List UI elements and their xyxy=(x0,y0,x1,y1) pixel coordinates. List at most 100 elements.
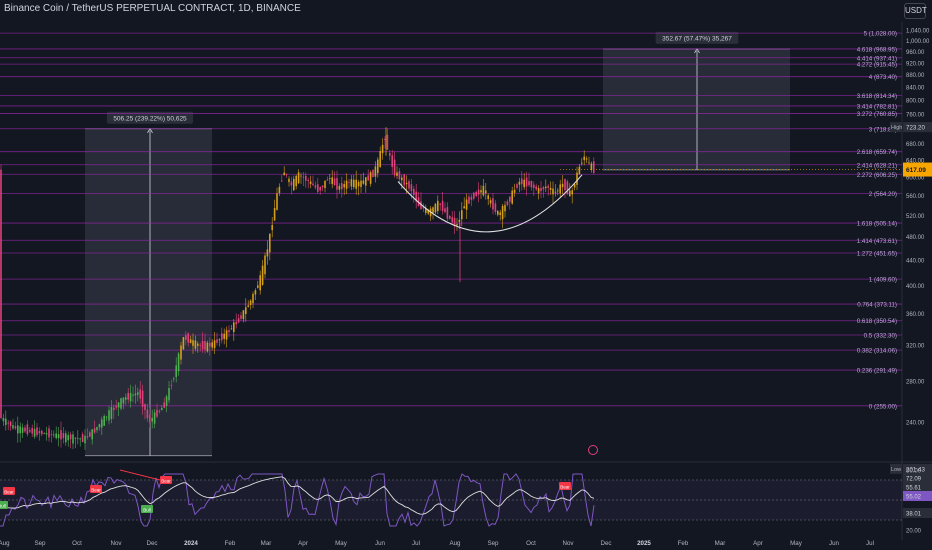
candle-body xyxy=(141,390,144,407)
candle-body xyxy=(101,419,103,428)
candle-body xyxy=(384,139,386,141)
x-tick-label: Feb xyxy=(225,540,236,547)
candle-body xyxy=(441,200,444,211)
fib-label: 5 (1,028.00) xyxy=(864,31,897,38)
candle-body xyxy=(237,318,240,323)
measure-label: 352.67 (57.47%) 35,267 xyxy=(662,35,732,42)
candle-body xyxy=(494,203,497,213)
rsi-value-tag xyxy=(903,491,932,501)
fib-label: 0 (255.00) xyxy=(869,403,897,410)
candle-body xyxy=(326,179,329,181)
rsi-signal-label: Bear xyxy=(91,487,101,492)
fib-label: 4.618 (968.95) xyxy=(857,46,897,53)
x-tick-label: Feb xyxy=(678,540,689,547)
candle-body xyxy=(348,181,350,183)
candle-body xyxy=(247,305,249,307)
candle-body xyxy=(26,424,29,435)
candle-body xyxy=(113,407,115,410)
candle-body xyxy=(449,215,451,219)
rsi-signal-badge xyxy=(3,487,15,495)
candle-body xyxy=(9,421,12,427)
candle-body xyxy=(206,342,209,352)
x-tick-label: Sep xyxy=(487,540,499,547)
candle-body xyxy=(245,307,247,314)
candle-body xyxy=(120,398,122,409)
measure-label-bg xyxy=(106,111,194,124)
candle-body xyxy=(571,190,573,195)
candle-body xyxy=(468,196,470,204)
candle-body xyxy=(233,322,235,333)
fib-label: 3.414 (782.81) xyxy=(857,103,897,110)
candle-body xyxy=(31,427,33,434)
low-tag-label-bg xyxy=(890,463,902,474)
candle-body xyxy=(324,180,326,189)
rsi-value-label: 72.09 xyxy=(906,477,922,483)
high-tag-label: High xyxy=(891,125,902,131)
candle-body xyxy=(437,200,439,212)
fib-label: 0.236 (291.49) xyxy=(857,368,897,375)
candle-body xyxy=(537,188,540,194)
candle-body xyxy=(151,417,153,422)
candle-body xyxy=(427,210,429,214)
candle-body xyxy=(182,337,185,350)
rsi-signal-label: Bear xyxy=(161,478,171,483)
x-tick-label: Dec xyxy=(600,540,611,547)
x-tick-label: Jun xyxy=(375,540,386,547)
x-tick-label: Oct xyxy=(526,540,536,547)
rsi-signal-badge xyxy=(160,476,172,484)
candle-body xyxy=(216,339,218,343)
x-tick-label: Mar xyxy=(715,540,726,547)
candle-body xyxy=(333,178,336,186)
candle-body xyxy=(5,418,7,425)
candle-body xyxy=(585,158,588,160)
candle-body xyxy=(230,328,233,330)
rsi-signal-badge xyxy=(559,482,571,490)
candle-body xyxy=(521,178,523,185)
fib-label: 0.764 (373.11) xyxy=(857,302,897,309)
fib-label: 2.414 (628.21) xyxy=(857,162,897,169)
price-tick-label: 640.00 xyxy=(906,158,925,164)
rsi-signal-badge xyxy=(90,485,102,493)
candle-body xyxy=(552,188,554,195)
candle-body xyxy=(93,428,96,433)
price-tick-label: 520.00 xyxy=(906,214,925,220)
candle-body xyxy=(129,393,132,402)
candle-body xyxy=(446,207,449,219)
candle-body xyxy=(204,341,206,350)
candle-body xyxy=(137,392,139,395)
candle-body xyxy=(209,342,211,347)
candle-body xyxy=(12,425,14,429)
candle-body xyxy=(218,339,221,341)
candle-body xyxy=(444,208,446,213)
currency-button[interactable]: USDT xyxy=(904,3,927,19)
candle-body xyxy=(125,397,127,400)
candle-body xyxy=(497,211,499,215)
candle-body xyxy=(43,433,45,434)
candle-body xyxy=(117,402,120,408)
candle-body xyxy=(350,179,353,187)
candle-body xyxy=(432,207,434,213)
candle-body xyxy=(19,426,21,434)
rsi-line xyxy=(0,473,595,527)
candle-body xyxy=(331,177,333,185)
candle-body xyxy=(578,166,581,175)
candle-body xyxy=(422,207,425,209)
price-tick-label: 1,040.00 xyxy=(906,29,930,35)
candle-body xyxy=(386,134,389,150)
candle-body xyxy=(583,156,585,161)
candle-body xyxy=(199,344,201,346)
candle-body xyxy=(312,183,314,186)
candle-body xyxy=(297,172,300,184)
x-tick-label: Apr xyxy=(753,540,763,547)
candle-body xyxy=(98,424,101,428)
candle-body xyxy=(264,255,266,275)
x-tick-label: 2024 xyxy=(184,540,198,547)
price-tick-label: 480.00 xyxy=(906,235,925,241)
candle-body xyxy=(281,180,283,182)
candle-body xyxy=(62,433,65,439)
candle-body xyxy=(314,185,317,188)
candle-body xyxy=(489,200,492,204)
candle-body xyxy=(362,180,365,184)
candle-body xyxy=(561,183,564,188)
